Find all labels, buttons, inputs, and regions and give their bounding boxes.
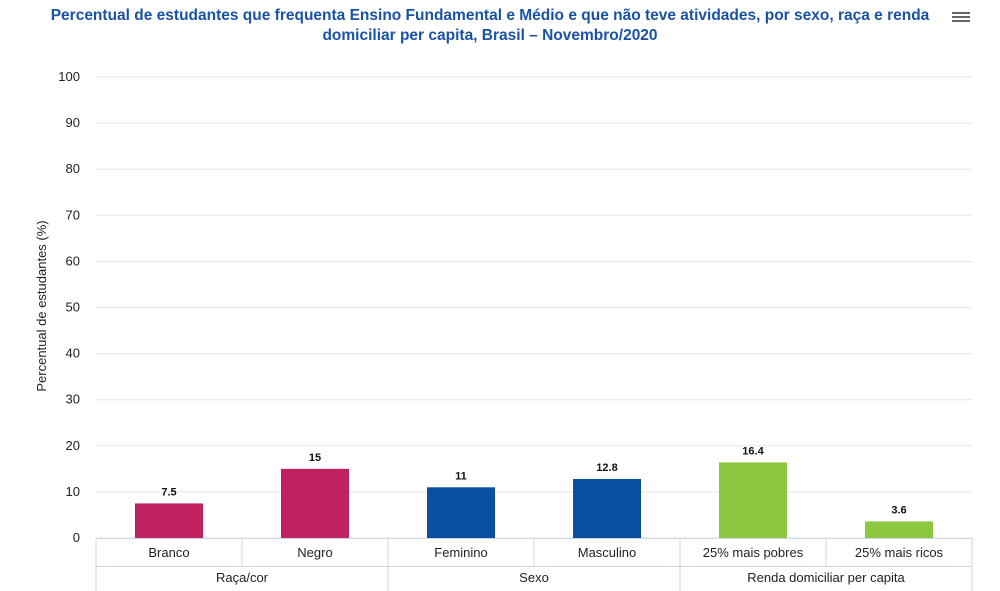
data-label: 3.6	[891, 504, 906, 516]
x-tick-label: 25% mais ricos	[855, 545, 944, 560]
y-tick-label: 10	[66, 484, 80, 499]
group-label: Raça/cor	[216, 570, 269, 585]
bar	[427, 487, 495, 538]
y-tick-label: 90	[66, 115, 80, 130]
chart-title: Percentual de estudantes que frequenta E…	[50, 7, 930, 44]
group-label: Sexo	[519, 570, 549, 585]
bar	[281, 468, 349, 538]
grid-layer	[96, 76, 972, 539]
bar	[719, 462, 787, 538]
bar	[573, 478, 641, 538]
group-label: Renda domiciliar per capita	[747, 570, 905, 585]
y-tick-label: 30	[66, 392, 80, 407]
bar-layer	[135, 462, 933, 538]
y-tick-label: 70	[66, 207, 80, 222]
y-tick-label: 80	[66, 161, 80, 176]
x-tick-label: 25% mais pobres	[703, 545, 804, 560]
hamburger-menu-icon[interactable]	[952, 10, 970, 26]
bar	[865, 521, 933, 538]
data-label: 12.8	[596, 462, 617, 474]
data-label: 7.5	[161, 486, 176, 498]
y-tick-label: 100	[58, 69, 80, 84]
y-axis-label: Percentual de estudantes (%)	[34, 220, 49, 391]
y-tick-label: 40	[66, 346, 80, 361]
y-tick-label: 0	[73, 530, 80, 545]
data-label: 11	[455, 470, 467, 482]
y-tick-label: 60	[66, 253, 80, 268]
x-tick-label: Negro	[297, 545, 332, 560]
y-tick-label: 50	[66, 300, 80, 315]
y-tick-label: 20	[66, 438, 80, 453]
label-layer: 0 10 20 30 40 50 60 70 80 90 100 7.5 Branco 15 Negro 11…	[58, 69, 943, 585]
x-tick-label: Masculino	[578, 545, 637, 560]
x-tick-label: Feminino	[434, 545, 487, 560]
data-label: 16.4	[742, 445, 764, 457]
data-label: 15	[309, 452, 321, 464]
x-tick-label: Branco	[148, 545, 189, 560]
bar	[135, 503, 203, 538]
axis-layer	[95, 538, 973, 591]
